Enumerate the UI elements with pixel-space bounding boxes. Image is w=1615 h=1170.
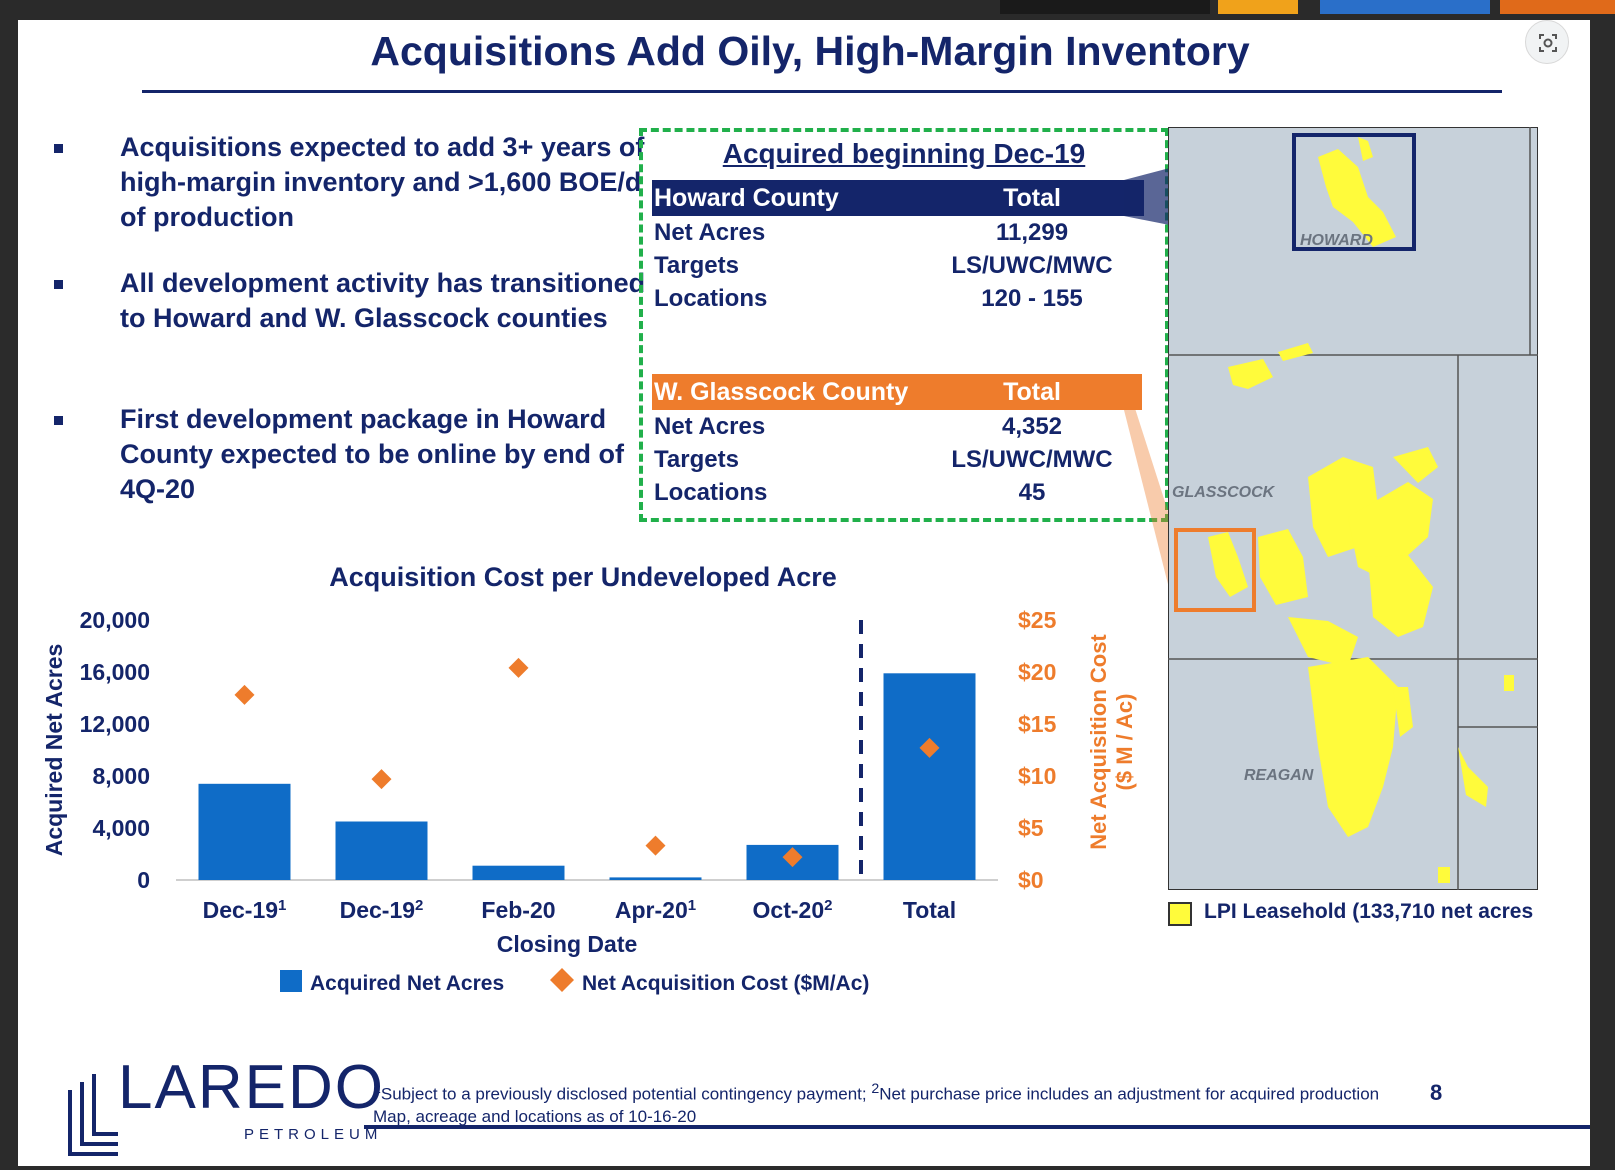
row-label: Targets: [654, 446, 739, 473]
acquisition-chart: 20,000 16,000 12,000 8,000 4,000 0 $25 $20 $15 $1…: [41, 607, 1137, 995]
bullet-text: All development activity has transitione…: [120, 268, 646, 333]
y2-tick-label: $10: [1018, 763, 1056, 789]
y-tick-label: 20,000: [80, 607, 150, 633]
row-label: Locations: [654, 285, 768, 312]
howard-header-total: Total: [1003, 184, 1061, 212]
footer-rule: [364, 1125, 1590, 1129]
data-point: [645, 835, 666, 856]
glasscock-table-header: W. Glasscock County Total: [652, 374, 1142, 410]
row-value: 4,352: [1001, 413, 1063, 440]
glasscock-header-total: Total: [1003, 378, 1061, 406]
data-point: [782, 847, 803, 868]
footnote: 1Subject to a previously disclosed poten…: [373, 1078, 1433, 1128]
bullet-square-icon: [54, 144, 63, 153]
glasscock-header-label: W. Glasscock County: [654, 378, 909, 406]
table-row: Net Acres 11,299: [652, 216, 1144, 249]
x-tick-label: Feb-20: [481, 897, 555, 923]
x-tick-label: Total: [903, 897, 956, 923]
footnote-line-1: 1Subject to a previously disclosed poten…: [373, 1081, 1380, 1104]
row-label: Locations: [654, 479, 768, 506]
map-label-glasscock: GLASSCOCK: [1172, 484, 1276, 501]
bar: [335, 821, 428, 880]
legend-bar-swatch: [280, 970, 302, 992]
logo-subtitle: PETROLEUM: [244, 1126, 383, 1143]
bar: [198, 783, 291, 880]
y-tick-label: 12,000: [80, 711, 150, 737]
acquired-title: Acquired beginning Dec-19: [722, 138, 1086, 169]
row-label: Targets: [654, 252, 739, 279]
page-number: 8: [1430, 1080, 1443, 1105]
chart-title: Acquisition Cost per Undeveloped Acre: [329, 562, 837, 592]
logo-mark-icon: [68, 1074, 118, 1156]
title-underline: [142, 90, 1502, 93]
y-axis-label: Acquired Net Acres: [41, 644, 67, 857]
y2-tick-label: $5: [1018, 815, 1044, 841]
background-toolbar: [0, 0, 1615, 20]
x-tick-label: Oct-202: [753, 897, 833, 924]
x-tick-label: Dec-192: [340, 897, 424, 924]
data-point: [371, 769, 392, 790]
glasscock-table: W. Glasscock County Total Net Acres 4,35…: [652, 374, 1142, 509]
laredo-logo: LAREDO PETROLEUM: [54, 1050, 384, 1166]
table-row: Locations 45: [652, 476, 1142, 509]
map-label-howard: HOWARD: [1300, 232, 1373, 249]
y2-tick-label: $15: [1018, 711, 1057, 737]
y2-axis-label: ($ M / Ac): [1112, 694, 1137, 791]
visual-search-button[interactable]: [1525, 20, 1569, 64]
howard-highlight-box: [1292, 133, 1416, 251]
glasscock-connector: [1124, 374, 1174, 608]
row-value: 45: [1018, 479, 1046, 506]
legend-point-label: Net Acquisition Cost ($M/Ac): [582, 972, 869, 995]
howard-table-header: Howard County Total: [652, 180, 1144, 216]
acquired-box: [639, 128, 1169, 522]
footnote-line-2: Map, acreage and locations as of 10-16-2…: [373, 1106, 697, 1126]
x-axis-label: Closing Date: [497, 931, 638, 957]
row-label: Net Acres: [654, 219, 766, 246]
data-point: [508, 657, 529, 678]
lens-icon: [1539, 34, 1557, 52]
y-tick-label: 4,000: [92, 815, 150, 841]
row-value: LS/UWC/MWC: [951, 252, 1113, 279]
leasehold-legend-label: LPI Leasehold (133,710 net acres: [1204, 900, 1534, 923]
howard-header-label: Howard County: [654, 184, 839, 212]
slide: Acquisitions Add Oily, High-Margin Inven…: [18, 20, 1590, 1166]
table-row: Targets LS/UWC/MWC: [652, 249, 1144, 282]
table-row: Net Acres 4,352: [652, 410, 1142, 443]
bullet-square-icon: [54, 280, 63, 289]
howard-table: Howard County Total Net Acres 11,299 Tar…: [652, 180, 1144, 315]
row-value: LS/UWC/MWC: [951, 446, 1113, 473]
row-label: Net Acres: [654, 413, 766, 440]
y2-tick-label: $25: [1018, 607, 1057, 633]
x-tick-label: Apr-201: [615, 897, 696, 924]
leasehold-legend-swatch: [1168, 902, 1192, 926]
map-label-reagan: REAGAN: [1244, 767, 1314, 784]
data-point: [234, 684, 255, 705]
leasehold-map: HOWARD GLASSCOCK REAGAN: [1168, 127, 1538, 890]
data-point: [919, 737, 940, 758]
y2-tick-label: $20: [1018, 659, 1056, 685]
logo-wordmark: LAREDO: [118, 1053, 385, 1122]
legend-point-swatch: [550, 968, 574, 992]
slide-title: Acquisitions Add Oily, High-Margin Inven…: [370, 28, 1250, 74]
y2-axis-label: Net Acquisition Cost: [1086, 634, 1111, 850]
bullet-text: First development package in Howard Coun…: [120, 404, 625, 504]
y-tick-label: 8,000: [92, 763, 150, 789]
row-value: 120 - 155: [981, 285, 1083, 312]
leasehold-polygons: [1208, 137, 1514, 883]
bar: [472, 865, 565, 880]
y-tick-label: 0: [137, 867, 150, 893]
bar: [609, 877, 702, 880]
bar: [883, 673, 976, 880]
bullet-square-icon: [54, 416, 63, 425]
bullet-text: Acquisitions expected to add 3+ years of…: [120, 132, 645, 232]
y-tick-label: 16,000: [80, 659, 150, 685]
glasscock-highlight-box: [1174, 528, 1256, 612]
table-row: Locations 120 - 155: [652, 282, 1144, 315]
row-value: 11,299: [995, 219, 1069, 246]
table-row: Targets LS/UWC/MWC: [652, 443, 1142, 476]
x-tick-label: Dec-191: [203, 897, 287, 924]
y2-tick-label: $0: [1018, 867, 1044, 893]
legend-bar-label: Acquired Net Acres: [310, 972, 504, 995]
